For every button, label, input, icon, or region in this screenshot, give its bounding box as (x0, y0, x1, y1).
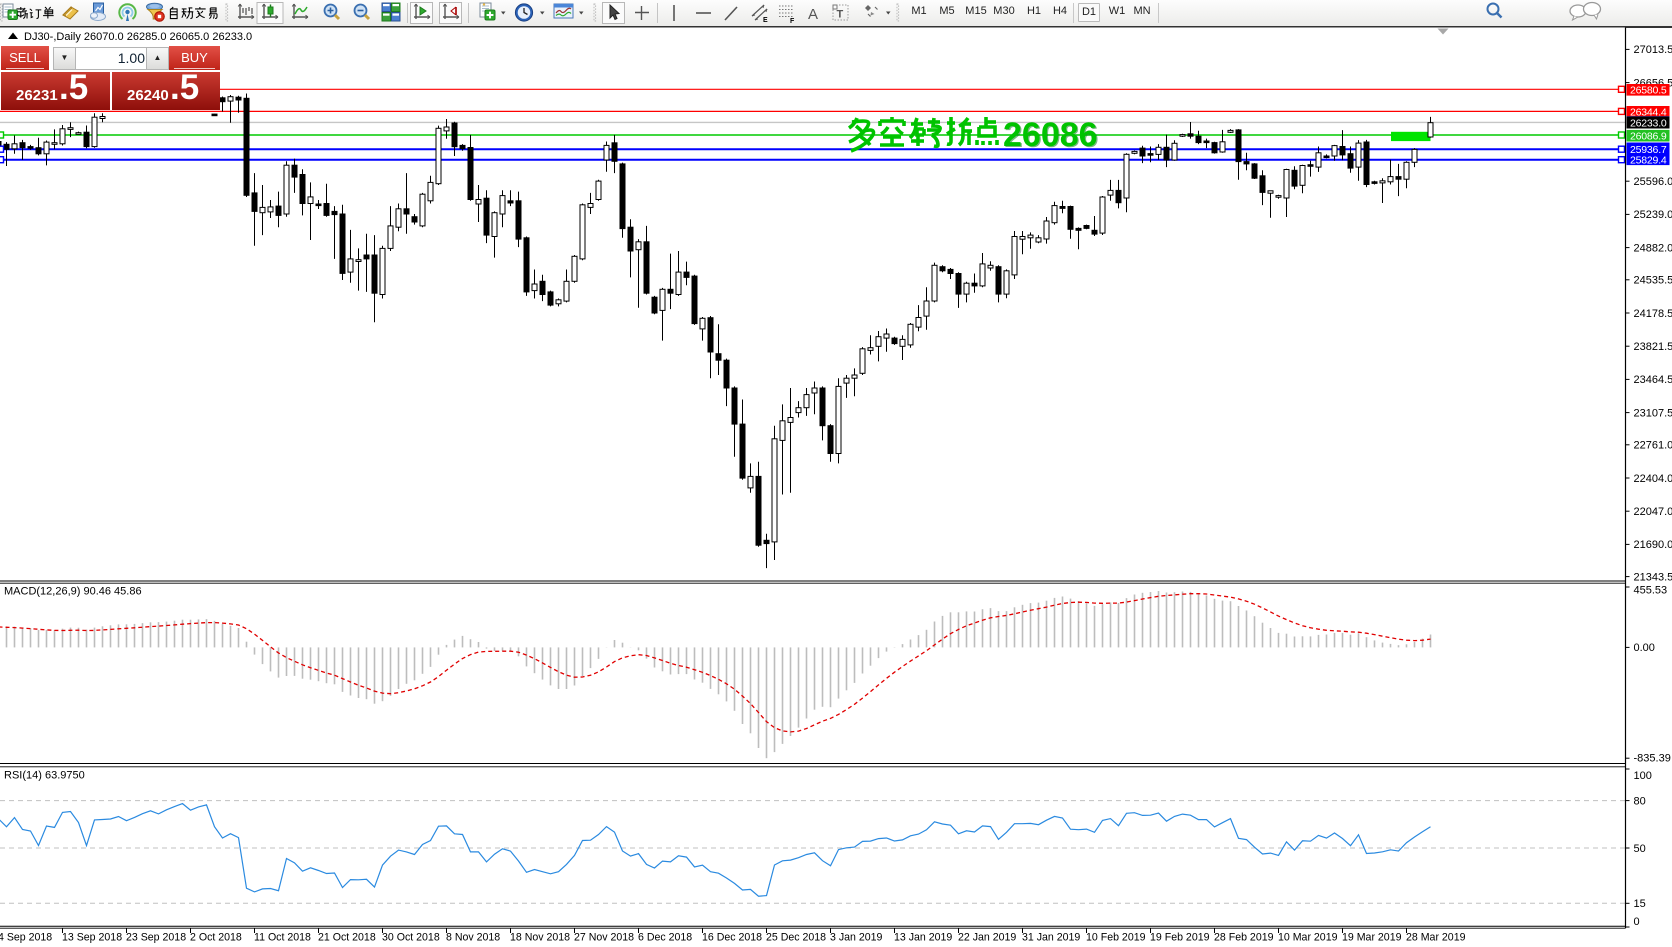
svg-text:25 Dec 2018: 25 Dec 2018 (766, 932, 826, 944)
svg-text:23821.5: 23821.5 (1634, 341, 1672, 353)
svg-text:E: E (763, 17, 768, 24)
svg-text:80: 80 (1634, 795, 1646, 807)
svg-text:26580.5: 26580.5 (1630, 85, 1667, 97)
svg-text:31 Jan 2019: 31 Jan 2019 (1022, 932, 1080, 944)
svg-text:0.00: 0.00 (1634, 642, 1655, 654)
svg-text:F: F (790, 18, 795, 25)
svg-text:10 Feb 2019: 10 Feb 2019 (1086, 932, 1146, 944)
svg-text:25829.4: 25829.4 (1630, 154, 1667, 166)
svg-text:23464.5: 23464.5 (1634, 374, 1672, 386)
svg-text:28 Feb 2019: 28 Feb 2019 (1214, 932, 1274, 944)
svg-text:3 Jan 2019: 3 Jan 2019 (830, 932, 883, 944)
svg-text:15: 15 (1634, 898, 1646, 910)
svg-text:0: 0 (1634, 916, 1640, 928)
svg-text:21343.5: 21343.5 (1634, 571, 1672, 583)
svg-text:27 Nov 2018: 27 Nov 2018 (574, 932, 634, 944)
svg-text:24178.5: 24178.5 (1634, 308, 1672, 320)
svg-text:11 Oct 2018: 11 Oct 2018 (254, 932, 311, 944)
svg-text:26086.9: 26086.9 (1630, 131, 1667, 143)
svg-text:30 Oct 2018: 30 Oct 2018 (382, 932, 440, 944)
svg-text:24535.5: 24535.5 (1634, 275, 1672, 287)
svg-text:25596.0: 25596.0 (1634, 176, 1672, 188)
svg-text:22 Jan 2019: 22 Jan 2019 (958, 932, 1016, 944)
svg-text:10 Mar 2019: 10 Mar 2019 (1278, 932, 1338, 944)
svg-text:22761.0: 22761.0 (1634, 440, 1672, 452)
svg-text:22404.0: 22404.0 (1634, 473, 1672, 485)
svg-text:26086: 26086 (1004, 117, 1099, 155)
svg-text:25936.7: 25936.7 (1630, 144, 1667, 156)
svg-text:25239.0: 25239.0 (1634, 209, 1672, 221)
svg-text:24882.0: 24882.0 (1634, 242, 1672, 254)
svg-text:26344.4: 26344.4 (1630, 107, 1667, 119)
svg-text:19 Feb 2019: 19 Feb 2019 (1150, 932, 1210, 944)
svg-text:21690.0: 21690.0 (1634, 539, 1672, 551)
svg-text:50: 50 (1634, 843, 1646, 855)
svg-text:2 Oct 2018: 2 Oct 2018 (190, 932, 242, 944)
svg-text:18 Nov 2018: 18 Nov 2018 (510, 932, 570, 944)
svg-text:-835.39: -835.39 (1634, 753, 1671, 765)
svg-text:19 Mar 2019: 19 Mar 2019 (1342, 932, 1402, 944)
svg-text:RSI(14) 63.9750: RSI(14) 63.9750 (4, 770, 85, 782)
svg-text:A: A (808, 6, 818, 23)
svg-text:MACD(12,26,9) 90.46 45.86: MACD(12,26,9) 90.46 45.86 (4, 586, 142, 598)
svg-text:22047.0: 22047.0 (1634, 506, 1672, 518)
svg-text:23107.5: 23107.5 (1634, 407, 1672, 419)
svg-text:26086: 26086 (1003, 116, 1098, 154)
svg-text:16 Dec 2018: 16 Dec 2018 (702, 932, 762, 944)
svg-text:26233.0: 26233.0 (1630, 118, 1667, 130)
svg-text:100: 100 (1634, 770, 1652, 782)
svg-text:6 Dec 2018: 6 Dec 2018 (638, 932, 692, 944)
svg-text:DJ30-,Daily 26070.0 26285.0 2: DJ30-,Daily 26070.0 26285.0 26065.0 2623… (24, 31, 252, 43)
svg-text:23 Sep 2018: 23 Sep 2018 (126, 932, 186, 944)
svg-text:T: T (837, 9, 844, 21)
svg-text:455.53: 455.53 (1634, 584, 1668, 596)
svg-text:21 Oct 2018: 21 Oct 2018 (318, 932, 376, 944)
svg-text:28 Mar 2019: 28 Mar 2019 (1406, 932, 1466, 944)
svg-text:13 Jan 2019: 13 Jan 2019 (894, 932, 952, 944)
svg-text:4 Sep 2018: 4 Sep 2018 (0, 932, 52, 944)
svg-text:8 Nov 2018: 8 Nov 2018 (446, 932, 500, 944)
svg-text:13 Sep 2018: 13 Sep 2018 (62, 932, 122, 944)
svg-text:27013.5: 27013.5 (1634, 44, 1672, 56)
